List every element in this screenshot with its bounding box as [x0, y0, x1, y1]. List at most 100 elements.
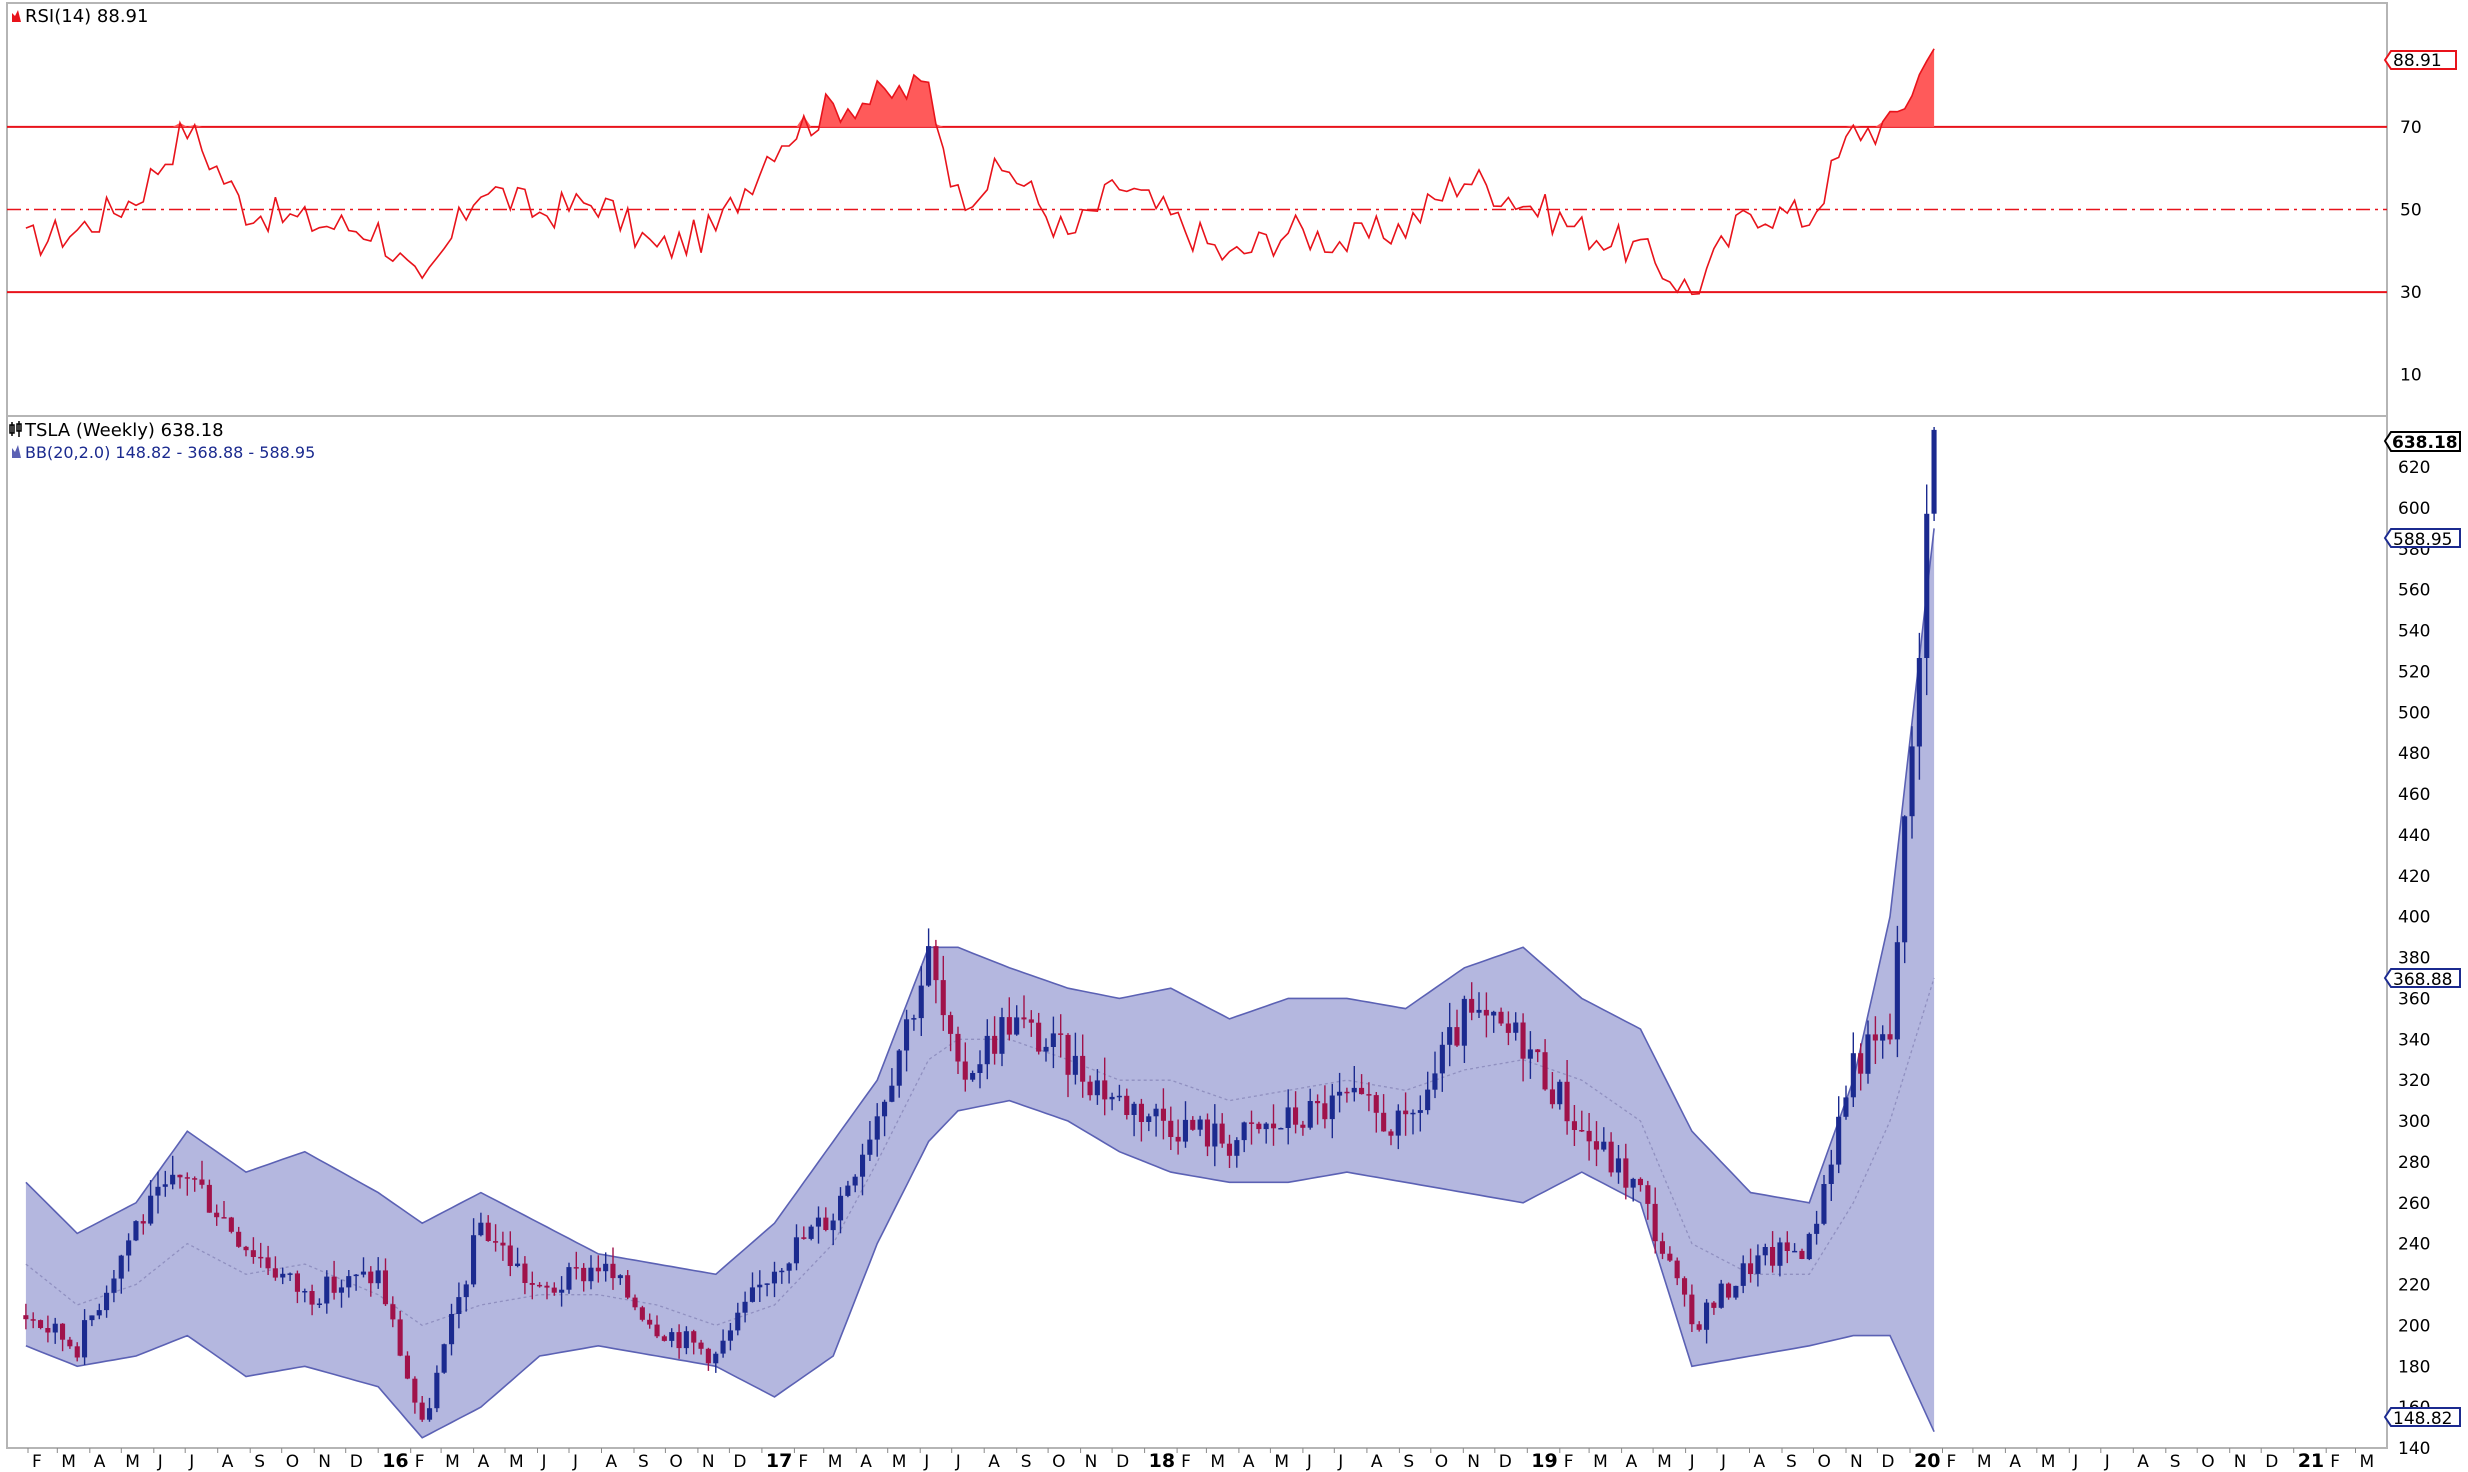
- x-axis-tick-label: M: [1274, 1452, 1289, 1472]
- candle-body: [742, 1301, 748, 1313]
- candle-body: [1454, 1027, 1460, 1046]
- candle-body: [1058, 1033, 1064, 1035]
- candle-body: [1718, 1283, 1724, 1308]
- candle-body: [522, 1263, 528, 1283]
- x-axis-tick-label: J: [572, 1452, 578, 1472]
- x-axis-tick-label: D: [350, 1452, 363, 1472]
- rsi-y-tick-label: 10: [2400, 366, 2422, 386]
- candle-body: [1124, 1095, 1130, 1115]
- candle-body: [654, 1324, 660, 1337]
- candle-body: [801, 1237, 807, 1239]
- x-axis-tick-label: D: [1499, 1452, 1512, 1472]
- candle-body: [1770, 1247, 1776, 1266]
- candle-body: [1388, 1131, 1394, 1136]
- candle-body: [1410, 1112, 1416, 1115]
- x-axis-tick-label: 18: [1149, 1450, 1175, 1472]
- candle-body: [992, 1035, 998, 1054]
- candle-body: [478, 1222, 484, 1236]
- candle-body: [390, 1304, 396, 1320]
- candle-body: [324, 1276, 330, 1304]
- last-price-tag-frame: [2383, 431, 2461, 452]
- x-axis-tick-label: J: [541, 1452, 547, 1472]
- x-axis-tick-label: M: [445, 1452, 460, 1472]
- candle-body: [368, 1271, 374, 1284]
- candle-body: [1564, 1081, 1570, 1122]
- candle-body: [735, 1312, 741, 1331]
- x-axis-tick-label: O: [669, 1452, 682, 1472]
- candle-body: [566, 1267, 572, 1290]
- candle-body: [1579, 1130, 1585, 1132]
- x-axis-tick-label: 19: [1531, 1450, 1557, 1472]
- price-y-tick-label: 340: [2398, 1030, 2430, 1050]
- candle-body: [1520, 1022, 1526, 1059]
- candle-body: [1168, 1120, 1174, 1137]
- candle-body: [1865, 1034, 1871, 1074]
- candle-body: [1630, 1178, 1636, 1188]
- candle-body: [1667, 1253, 1673, 1261]
- price-y-tick-label: 440: [2398, 826, 2430, 846]
- candle-body: [698, 1342, 704, 1349]
- candle-body: [1880, 1034, 1886, 1041]
- bb-lower-tag-frame: [2383, 1407, 2461, 1427]
- candle-body: [1403, 1110, 1409, 1115]
- candle-body: [1814, 1223, 1820, 1234]
- price-y-tick-label: 420: [2398, 867, 2430, 887]
- price-y-tick-label: 480: [2398, 744, 2430, 764]
- candle-body: [1043, 1046, 1049, 1052]
- candle-body: [683, 1331, 689, 1349]
- candle-body: [140, 1221, 146, 1224]
- x-axis-tick-label: M: [1657, 1452, 1672, 1472]
- candle-body: [1535, 1049, 1541, 1053]
- last-price-value: 638.18: [2392, 433, 2458, 453]
- x-axis-tick-label: O: [1818, 1452, 1831, 1472]
- bb-upper-tag-frame: [2383, 528, 2461, 548]
- candle-body: [1344, 1091, 1350, 1094]
- candle-body: [45, 1328, 51, 1333]
- candle-body: [302, 1291, 308, 1293]
- price-y-tick-label: 400: [2398, 908, 2430, 928]
- x-axis-tick-label: A: [860, 1452, 872, 1472]
- candle-body: [133, 1221, 139, 1241]
- x-axis-tick-label: A: [222, 1452, 234, 1472]
- candle-body: [162, 1184, 168, 1187]
- x-axis-tick-label: M: [1210, 1452, 1225, 1472]
- rsi-legend-text: RSI(14) 88.91: [25, 6, 148, 27]
- candle-body: [882, 1101, 888, 1117]
- candle-body: [860, 1154, 866, 1177]
- candle-body: [1894, 942, 1900, 1040]
- candle-body: [1916, 658, 1922, 747]
- candle-body: [243, 1246, 249, 1251]
- candle-body: [463, 1284, 469, 1298]
- candle-body: [221, 1217, 227, 1219]
- price-y-tick-label: 620: [2398, 458, 2430, 478]
- price-y-tick-label: 600: [2398, 499, 2430, 519]
- price-legend: TSLA (Weekly) 638.18 BB(20,2.0) 148.82 -…: [9, 420, 315, 462]
- x-axis-tick-label: D: [1116, 1452, 1129, 1472]
- x-axis-tick-label: A: [2009, 1452, 2021, 1472]
- x-axis-tick-label: M: [61, 1452, 76, 1472]
- candle-body: [1447, 1027, 1453, 1045]
- x-axis-tick-label: F: [1564, 1452, 1574, 1472]
- price-y-tick-label: 540: [2398, 622, 2430, 642]
- candle-body: [720, 1340, 726, 1354]
- rsi-y-tick-label: 50: [2400, 201, 2422, 221]
- bollinger-band-fill: [25, 528, 1935, 1438]
- candle-body: [1682, 1278, 1688, 1295]
- last-price-tag: 638.18: [2383, 431, 2461, 453]
- candle-body: [1065, 1034, 1071, 1075]
- candle-body: [214, 1212, 220, 1218]
- candle-body: [1513, 1022, 1519, 1033]
- candle-body: [867, 1139, 873, 1155]
- x-axis-tick-label: S: [638, 1452, 649, 1472]
- x-axis-tick-label: S: [1403, 1452, 1414, 1472]
- candle-body: [1080, 1055, 1086, 1082]
- rsi-last-value-tag: 88.91: [2383, 50, 2457, 71]
- candle-body: [1263, 1123, 1269, 1130]
- price-y-tick-label: 260: [2398, 1194, 2430, 1214]
- candle-body: [808, 1226, 814, 1239]
- x-axis-tick-label: D: [733, 1452, 746, 1472]
- candle-body: [206, 1184, 212, 1213]
- price-y-tick-label: 460: [2398, 785, 2430, 805]
- x-axis-tick-label: S: [1786, 1452, 1797, 1472]
- x-axis-tick-label: F: [1181, 1452, 1191, 1472]
